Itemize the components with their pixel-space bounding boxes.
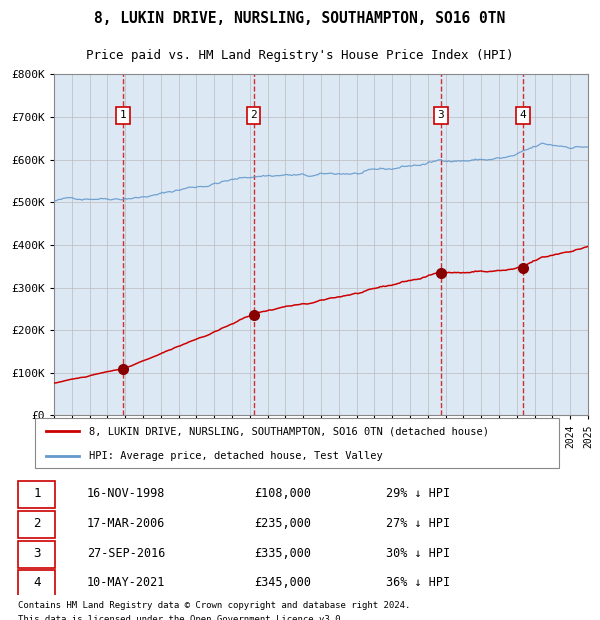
Text: Price paid vs. HM Land Registry's House Price Index (HPI): Price paid vs. HM Land Registry's House … bbox=[86, 50, 514, 62]
FancyBboxPatch shape bbox=[18, 541, 55, 568]
Text: 17-MAR-2006: 17-MAR-2006 bbox=[87, 517, 165, 529]
FancyBboxPatch shape bbox=[35, 418, 559, 469]
Text: 27% ↓ HPI: 27% ↓ HPI bbox=[386, 517, 451, 529]
Text: 3: 3 bbox=[33, 547, 41, 559]
FancyBboxPatch shape bbox=[18, 570, 55, 598]
FancyBboxPatch shape bbox=[18, 481, 55, 508]
Text: 27-SEP-2016: 27-SEP-2016 bbox=[87, 547, 165, 559]
Text: 2: 2 bbox=[250, 110, 257, 120]
Text: 16-NOV-1998: 16-NOV-1998 bbox=[87, 487, 165, 500]
Text: 4: 4 bbox=[520, 110, 527, 120]
Text: This data is licensed under the Open Government Licence v3.0.: This data is licensed under the Open Gov… bbox=[18, 615, 346, 620]
Text: HPI: Average price, detached house, Test Valley: HPI: Average price, detached house, Test… bbox=[89, 451, 383, 461]
Text: Contains HM Land Registry data © Crown copyright and database right 2024.: Contains HM Land Registry data © Crown c… bbox=[18, 601, 410, 611]
Text: 29% ↓ HPI: 29% ↓ HPI bbox=[386, 487, 451, 500]
Text: 3: 3 bbox=[437, 110, 445, 120]
Text: 10-MAY-2021: 10-MAY-2021 bbox=[87, 577, 165, 589]
Text: £335,000: £335,000 bbox=[254, 547, 311, 559]
Text: 8, LUKIN DRIVE, NURSLING, SOUTHAMPTON, SO16 0TN: 8, LUKIN DRIVE, NURSLING, SOUTHAMPTON, S… bbox=[94, 11, 506, 26]
Text: 8, LUKIN DRIVE, NURSLING, SOUTHAMPTON, SO16 0TN (detached house): 8, LUKIN DRIVE, NURSLING, SOUTHAMPTON, S… bbox=[89, 426, 490, 436]
Text: 4: 4 bbox=[33, 577, 41, 589]
Text: 36% ↓ HPI: 36% ↓ HPI bbox=[386, 577, 451, 589]
Text: 30% ↓ HPI: 30% ↓ HPI bbox=[386, 547, 451, 559]
Text: 2: 2 bbox=[33, 517, 41, 529]
Text: 1: 1 bbox=[33, 487, 41, 500]
Text: 1: 1 bbox=[119, 110, 127, 120]
FancyBboxPatch shape bbox=[18, 511, 55, 538]
Text: £108,000: £108,000 bbox=[254, 487, 311, 500]
Text: £345,000: £345,000 bbox=[254, 577, 311, 589]
Text: £235,000: £235,000 bbox=[254, 517, 311, 529]
